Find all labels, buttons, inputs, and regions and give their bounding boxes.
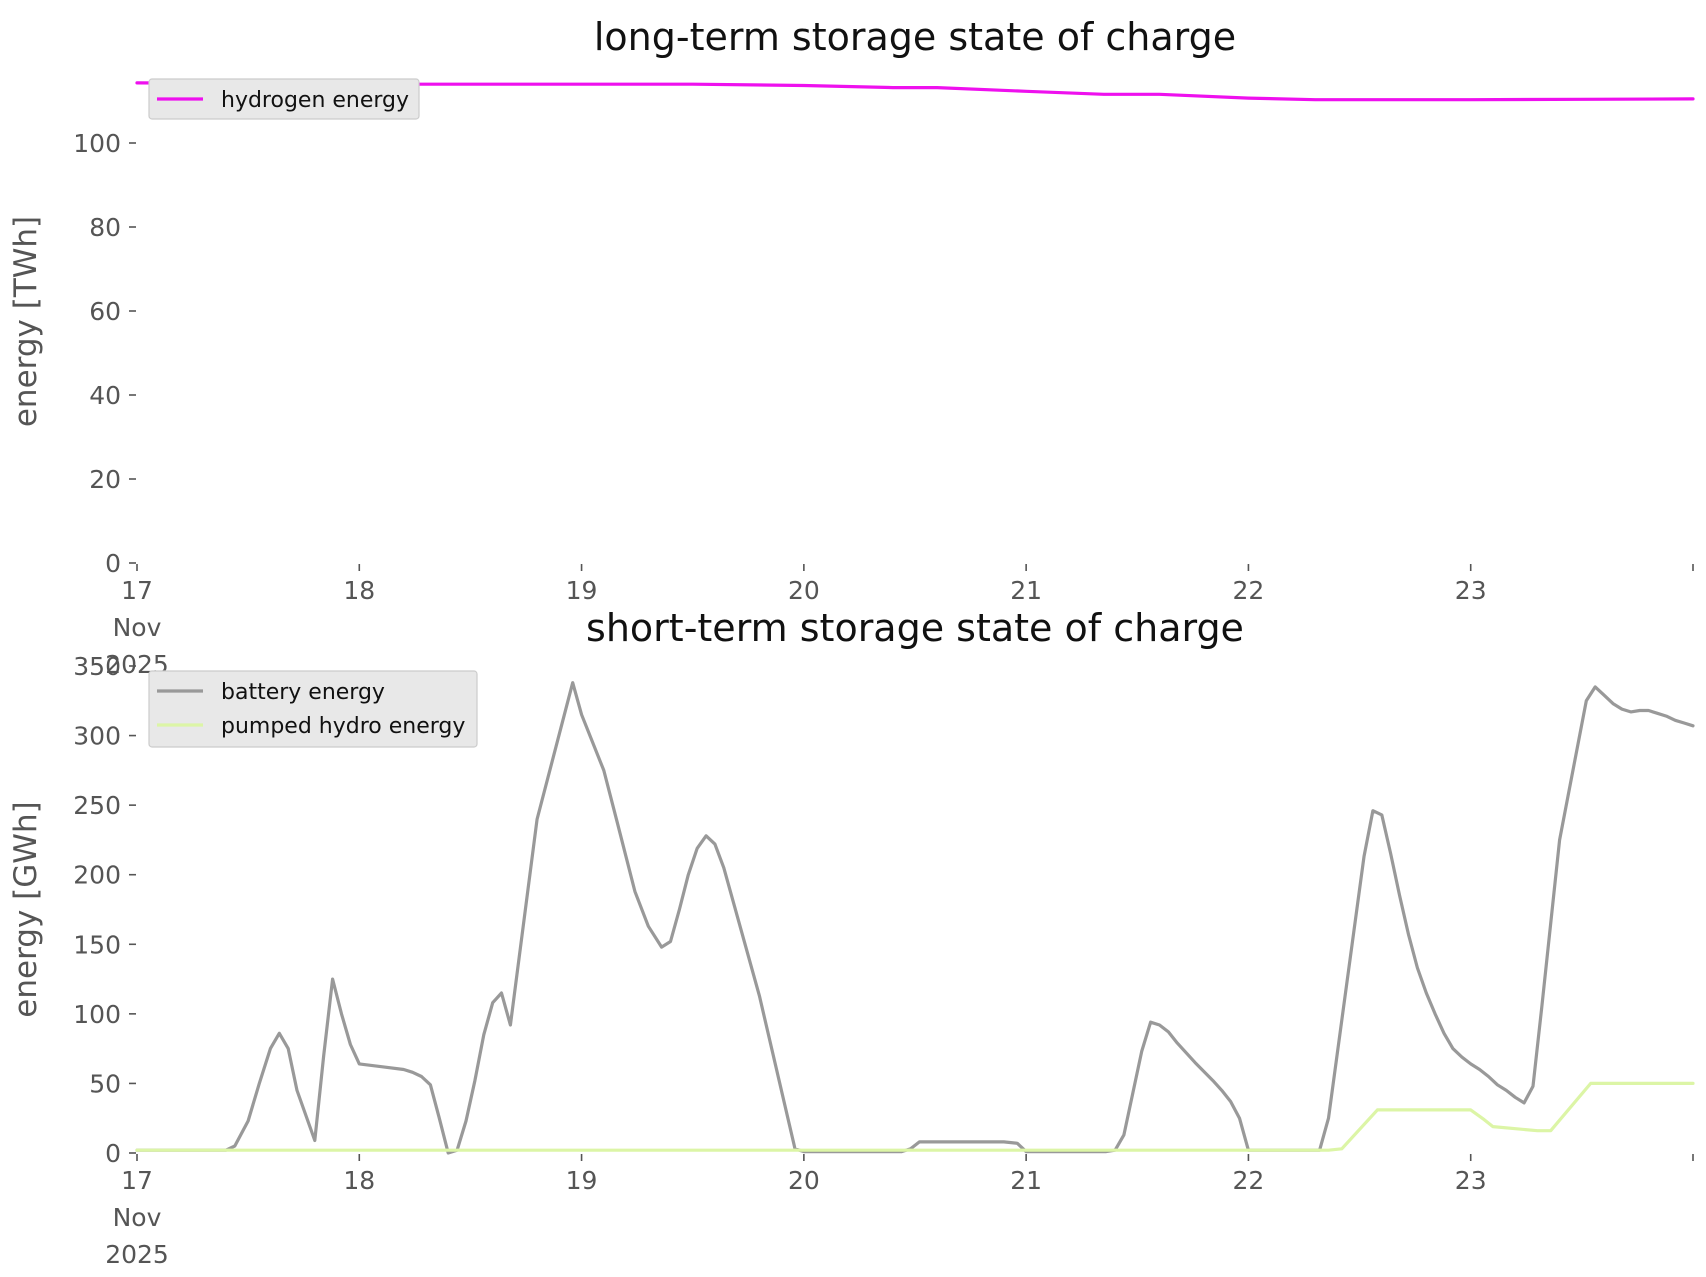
y-tick-label: 100 bbox=[73, 129, 121, 158]
legend-label: pumped hydro energy bbox=[221, 714, 465, 739]
x-tick-label: 18 bbox=[343, 1166, 375, 1195]
short-term-storage-panel: short-term storage state of charge energy… bbox=[8, 606, 1695, 1269]
y-tick-label: 80 bbox=[89, 213, 121, 242]
y-axis-label: energy [GWh] bbox=[8, 801, 44, 1017]
x-tick-label: 22 bbox=[1233, 576, 1265, 605]
x-tick-label: 21 bbox=[1010, 1166, 1042, 1195]
x-tick-label: 20 bbox=[788, 1166, 820, 1195]
battery-energy-line bbox=[135, 681, 1695, 1155]
x-tick-label: 23 bbox=[1455, 576, 1487, 605]
y-tick-label: 60 bbox=[89, 297, 121, 326]
x-tick-label: 20 bbox=[788, 576, 820, 605]
y-tick-label: 200 bbox=[73, 861, 121, 890]
y-tick-label: 0 bbox=[105, 1139, 121, 1168]
legend-label: hydrogen energy bbox=[221, 88, 409, 113]
x-tick-label: Nov bbox=[113, 1203, 162, 1232]
chart-title: short-term storage state of charge bbox=[586, 606, 1244, 650]
y-tick-label: 100 bbox=[73, 1000, 121, 1029]
x-tick-label: 17 bbox=[121, 576, 153, 605]
y-axis-label: energy [TWh] bbox=[8, 216, 44, 427]
y-tick-label: 20 bbox=[89, 465, 121, 494]
x-tick-label: 23 bbox=[1455, 1166, 1487, 1195]
hydrogen-energy-line bbox=[135, 81, 1695, 102]
x-tick-label: 19 bbox=[566, 576, 598, 605]
y-tick-label: 150 bbox=[73, 930, 121, 959]
y-tick-label: 350 bbox=[73, 652, 121, 681]
legend-label: battery energy bbox=[221, 680, 385, 705]
x-tick-label: 17 bbox=[121, 1166, 153, 1195]
x-tick-label: 18 bbox=[343, 576, 375, 605]
y-tick-label: 40 bbox=[89, 381, 121, 410]
y-tick-label: 250 bbox=[73, 791, 121, 820]
legend-box bbox=[148, 670, 478, 748]
x-tick-label: 19 bbox=[566, 1166, 598, 1195]
x-tick-label: 21 bbox=[1010, 576, 1042, 605]
y-tick-label: 300 bbox=[73, 722, 121, 751]
x-tick-label: 2025 bbox=[105, 1240, 169, 1269]
chart-title: long-term storage state of charge bbox=[594, 15, 1236, 59]
x-tick-label: Nov bbox=[113, 613, 162, 642]
long-term-storage-panel: long-term storage state of charge energy … bbox=[8, 15, 1695, 679]
pumped-hydro-energy-line bbox=[135, 1081, 1695, 1152]
y-tick-label: 0 bbox=[105, 549, 121, 578]
legend-box bbox=[148, 78, 420, 120]
x-tick-label: 22 bbox=[1233, 1166, 1265, 1195]
y-tick-label: 50 bbox=[89, 1069, 121, 1098]
